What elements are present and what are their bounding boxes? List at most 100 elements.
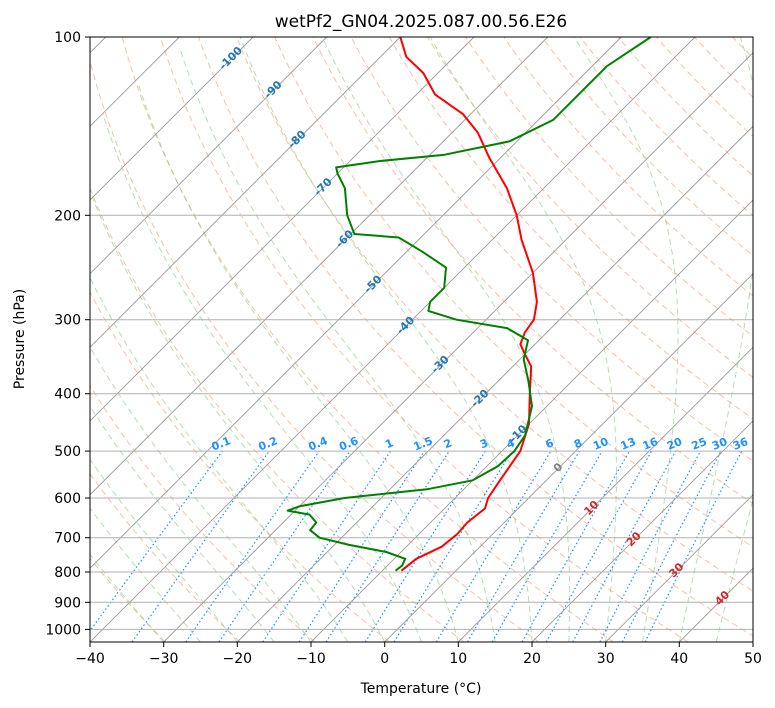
moist-adiabat — [102, 114, 422, 642]
x-axis-label: Temperature (°C) — [360, 681, 482, 697]
y-tick-label: 600 — [54, 491, 81, 507]
isotherm — [752, 641, 753, 642]
x-tick-label: −20 — [223, 651, 253, 667]
dry-adiabat — [617, 37, 753, 177]
y-axis-ticks: 100 200 300 400 500 600 700 800 900 1000 — [45, 30, 90, 638]
isotherm — [90, 37, 475, 422]
isotherm — [90, 37, 549, 496]
dry-adiabat — [694, 37, 753, 98]
mixing-ratio-label: 10 — [591, 435, 610, 453]
y-tick-label: 800 — [54, 565, 81, 581]
dry-adiabat — [274, 37, 753, 548]
moist-adiabat — [137, 83, 459, 642]
isotherm-label: 10 — [581, 498, 601, 518]
moist-adiabat — [90, 553, 165, 642]
dry-adiabat — [312, 37, 753, 505]
isotherm — [310, 199, 753, 642]
dry-adiabat — [541, 37, 753, 257]
x-tick-label: −10 — [296, 651, 326, 667]
dry-adiabat — [465, 37, 753, 337]
isotherm — [457, 346, 753, 642]
isotherm-label: -30 — [429, 353, 452, 376]
plot-frame — [89, 36, 754, 643]
isotherm — [531, 420, 753, 642]
x-tick-label: 10 — [449, 651, 467, 667]
isotherm — [90, 37, 254, 201]
y-tick-label: 200 — [54, 208, 81, 224]
isotherm — [236, 125, 753, 642]
mixing-ratio-label: 3 — [478, 436, 490, 451]
isotherm — [90, 37, 622, 569]
mixing-ratio-line — [325, 450, 450, 642]
dry-adiabat — [121, 37, 614, 642]
mixing-ratio-label: 8 — [572, 436, 584, 451]
moist-adiabat — [90, 507, 201, 642]
mixing-ratio-lines — [90, 450, 743, 642]
isotherm-label: -100 — [216, 44, 245, 73]
y-tick-label: 700 — [54, 531, 81, 547]
sounding-profiles — [286, 37, 652, 572]
dry-adiabat — [771, 37, 775, 642]
y-tick-label: 500 — [54, 444, 81, 460]
mixing-ratio-label: 6 — [544, 436, 556, 451]
mixing-ratio-line — [131, 450, 270, 642]
moist-adiabat — [90, 189, 386, 642]
moist-adiabat — [239, 37, 533, 642]
mixing-ratio-line — [621, 450, 722, 642]
dry-adiabat — [236, 37, 753, 592]
dry-adiabat — [656, 37, 753, 138]
dry-adiabat — [90, 472, 241, 642]
dry-adiabat — [90, 186, 465, 642]
mixing-ratio-line — [364, 450, 486, 642]
dry-adiabat — [350, 37, 753, 462]
moist-adiabat — [90, 346, 312, 642]
mixing-ratio-line — [393, 450, 513, 642]
x-tick-label: 50 — [744, 651, 762, 667]
mixing-ratio-line — [90, 450, 223, 632]
moist-adiabat — [179, 49, 496, 642]
y-axis-label: Pressure (hPa) — [12, 289, 28, 389]
moist-adiabat — [573, 37, 679, 642]
mixing-ratio-label: 13 — [619, 435, 638, 453]
mixing-ratio-line — [185, 450, 320, 642]
moist-adiabat — [678, 37, 753, 642]
dry-adiabat — [503, 37, 753, 297]
moist-adiabat — [90, 458, 238, 642]
x-tick-label: 30 — [597, 651, 615, 667]
x-tick-label: 20 — [523, 651, 541, 667]
dry-adiabat — [90, 291, 390, 642]
mixing-ratio-label: 25 — [690, 435, 709, 453]
mixing-ratio-label: 36 — [731, 435, 750, 453]
x-tick-label: 40 — [670, 651, 688, 667]
isotherm-label: -50 — [361, 272, 384, 295]
mixing-ratio-line — [572, 450, 677, 642]
y-tick-label: 1000 — [45, 622, 81, 638]
isotherm — [605, 494, 753, 642]
chart-title: wetPf2_GN04.2025.087.00.56.E26 — [275, 12, 567, 32]
isotherm — [90, 37, 328, 275]
dry-adiabat — [426, 37, 753, 378]
x-tick-label: −40 — [75, 651, 105, 667]
isotherm-label: -90 — [261, 78, 284, 101]
mixing-ratio-line — [435, 450, 552, 642]
mixing-ratio-label: 20 — [665, 435, 684, 453]
moist-adiabat — [90, 405, 275, 642]
moist-adiabat — [321, 37, 571, 642]
moist-adiabat — [90, 276, 349, 642]
moist-adiabat — [715, 497, 753, 642]
isotherm — [90, 37, 696, 642]
mixing-ratio-label: 16 — [641, 435, 660, 453]
isotherm-label: -40 — [394, 314, 417, 337]
mixing-ratio-line — [491, 450, 603, 642]
plot-area: 0.1 0.2 0.4 0.6 1 1.5 2 3 4 6 8 10 13 16 20 25 30 36-100-… — [90, 37, 775, 642]
mixing-ratio-line — [599, 450, 702, 642]
isotherms — [90, 37, 753, 642]
isotherm-label: -70 — [312, 175, 335, 198]
dry-adiabat — [388, 37, 753, 420]
y-tick-label: 300 — [54, 313, 81, 329]
mixing-ratio-label: 30 — [710, 435, 729, 453]
y-tick-label: 100 — [54, 30, 81, 46]
dry-adiabat — [90, 59, 540, 642]
mixing-ratio-label: 2 — [442, 436, 454, 451]
mixing-ratio-line — [218, 450, 351, 642]
